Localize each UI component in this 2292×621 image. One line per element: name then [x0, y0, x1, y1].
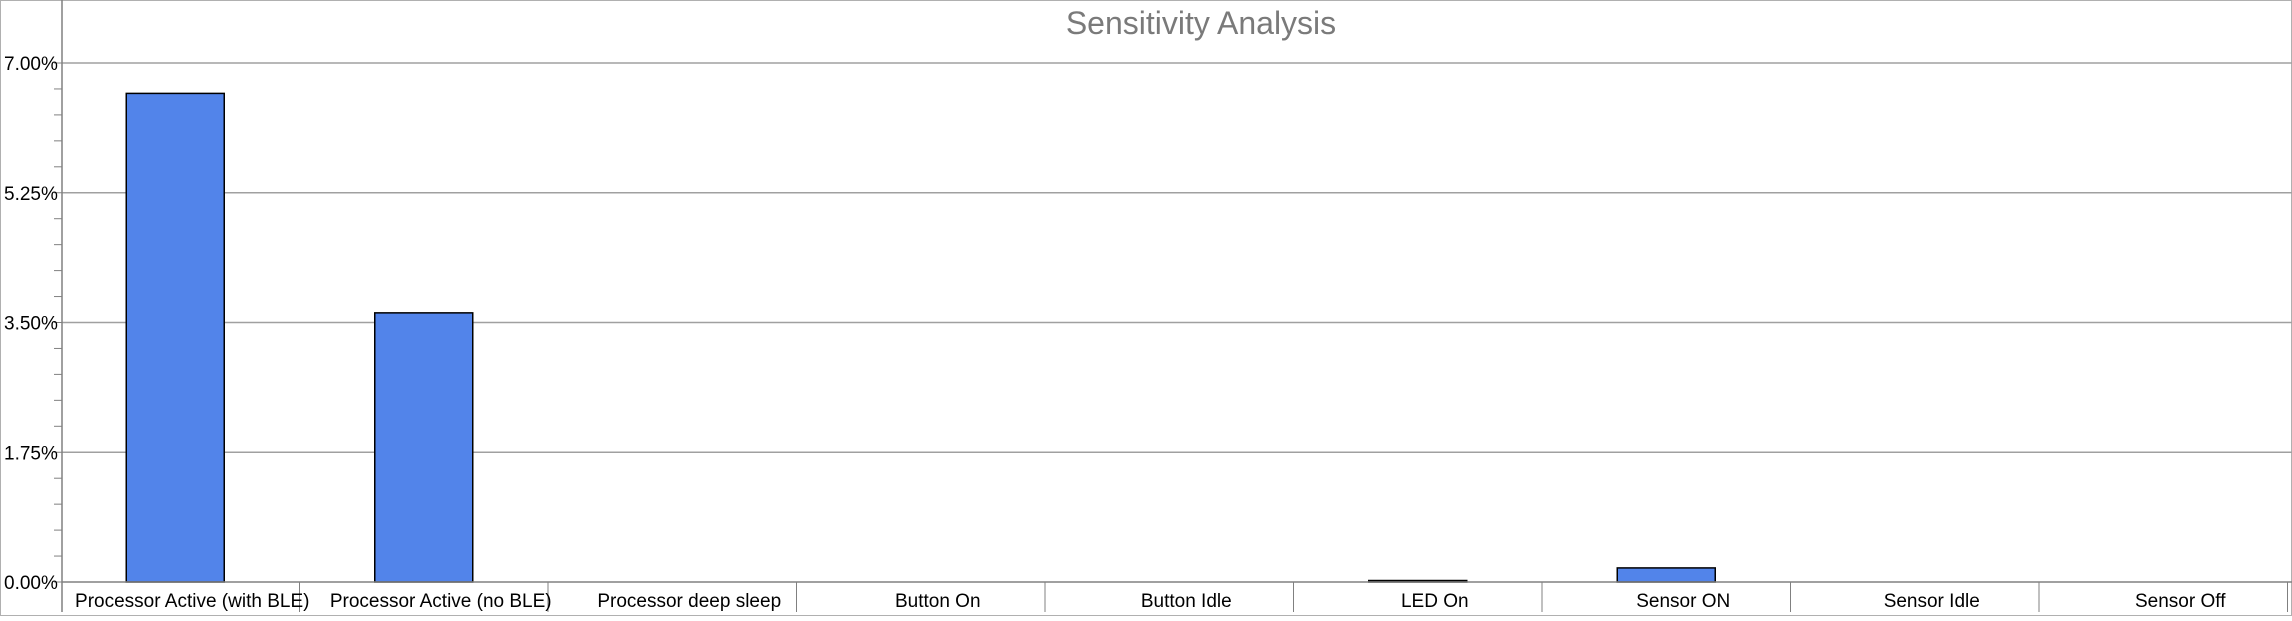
chart-title: Sensitivity Analysis: [1066, 5, 1336, 41]
y-tick-label: 5.25%: [4, 184, 58, 205]
y-tick-labels: 0.00% 1.75% 3.50% 5.25% 7.00%: [4, 54, 58, 594]
y-tick-label: 3.50%: [4, 314, 58, 335]
bar: [125, 92, 225, 583]
x-tick-label: LED On: [1401, 591, 1469, 612]
x-tick-labels: Processor Active (with BLE) Processor Act…: [75, 591, 2226, 612]
y-tick-label: 1.75%: [4, 443, 58, 464]
x-tick-label: Processor deep sleep: [597, 591, 781, 612]
x-tick-label: Button Idle: [1141, 591, 1232, 612]
x-tick-label: Button On: [895, 591, 981, 612]
x-tick-label: Sensor Idle: [1884, 591, 1980, 612]
bar: [1616, 567, 1716, 583]
axes: [54, 0, 2292, 612]
y-tick-label: 0.00%: [4, 573, 58, 594]
x-tick-label: Sensor Off: [2135, 591, 2226, 612]
x-tick-label: Sensor ON: [1636, 591, 1730, 612]
y-tick-label: 7.00%: [4, 54, 58, 75]
x-tick-label: Processor Active (with BLE): [75, 591, 309, 612]
x-tick-label: Processor Active (no BLE): [330, 591, 552, 612]
bar: [374, 312, 474, 583]
